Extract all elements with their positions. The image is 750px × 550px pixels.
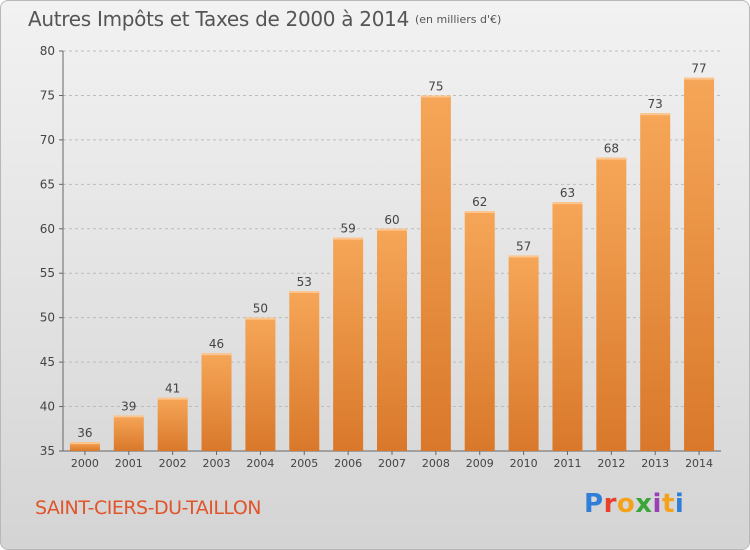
bar bbox=[201, 353, 232, 451]
bar-cap bbox=[640, 113, 671, 116]
logo-letter: x bbox=[635, 489, 653, 519]
logo-letter: t bbox=[661, 489, 675, 519]
x-tick-label: 2011 bbox=[553, 457, 581, 470]
y-tick-label: 70 bbox=[40, 133, 55, 147]
logo-letter: o bbox=[616, 489, 636, 519]
data-label: 53 bbox=[297, 275, 312, 289]
data-label: 46 bbox=[209, 337, 224, 351]
y-tick-label: 65 bbox=[40, 177, 55, 191]
bar bbox=[157, 397, 188, 451]
data-label: 62 bbox=[472, 195, 487, 209]
bar bbox=[552, 202, 583, 451]
data-label: 75 bbox=[428, 79, 443, 93]
y-tick-label: 50 bbox=[40, 311, 55, 325]
proxiti-logo: Proxiti bbox=[584, 489, 684, 519]
chart-title-block: Autres Impôts et Taxes de 2000 à 2014 (en… bbox=[28, 7, 501, 31]
logo-letter: r bbox=[603, 489, 617, 519]
bar bbox=[377, 228, 407, 451]
x-tick-label: 2001 bbox=[115, 457, 143, 470]
data-label: 73 bbox=[648, 97, 663, 111]
y-tick-label: 45 bbox=[40, 355, 55, 369]
bar-cap bbox=[596, 157, 627, 160]
bar-cap bbox=[464, 211, 495, 213]
x-tick-label: 2013 bbox=[641, 457, 669, 470]
y-tick-label: 35 bbox=[40, 444, 55, 458]
data-label: 57 bbox=[516, 239, 531, 253]
logo-letter: P bbox=[584, 489, 604, 519]
data-label: 36 bbox=[77, 426, 92, 440]
bar bbox=[69, 442, 100, 451]
data-label: 68 bbox=[604, 142, 619, 156]
data-label: 50 bbox=[253, 302, 268, 316]
bar-cap bbox=[113, 415, 144, 418]
y-tick-label: 75 bbox=[40, 88, 55, 102]
bar bbox=[333, 237, 364, 451]
x-tick-label: 2009 bbox=[466, 457, 494, 470]
bar bbox=[420, 95, 451, 451]
bar-cap bbox=[201, 353, 232, 356]
logo-letter: i bbox=[652, 489, 662, 519]
bar bbox=[640, 113, 671, 451]
chart-subtitle: (en milliers d'€) bbox=[415, 13, 502, 26]
bar-cap bbox=[289, 291, 320, 293]
x-tick-label: 2004 bbox=[246, 457, 274, 470]
data-label: 60 bbox=[384, 213, 399, 227]
bar-cap bbox=[157, 397, 188, 400]
bar-cap bbox=[245, 317, 276, 320]
x-tick-label: 2005 bbox=[290, 457, 318, 470]
x-tick-label: 2006 bbox=[334, 457, 362, 470]
x-tick-label: 2002 bbox=[159, 457, 187, 470]
chart-title: Autres Impôts et Taxes de 2000 à 2014 bbox=[28, 7, 409, 31]
y-tick-label: 55 bbox=[40, 266, 55, 280]
x-tick-label: 2000 bbox=[71, 457, 99, 470]
bar-cap bbox=[420, 95, 451, 98]
data-label: 41 bbox=[165, 382, 180, 396]
bar-cap bbox=[684, 77, 715, 80]
bar bbox=[464, 211, 495, 451]
bar-cap bbox=[69, 442, 100, 445]
y-tick-label: 60 bbox=[40, 222, 55, 236]
bar bbox=[245, 317, 276, 451]
y-tick-label: 40 bbox=[40, 400, 55, 414]
bar bbox=[113, 415, 144, 451]
bar-cap bbox=[552, 202, 583, 205]
x-tick-label: 2012 bbox=[597, 457, 625, 470]
bar bbox=[289, 291, 320, 451]
bar-cap bbox=[508, 255, 539, 258]
x-tick-label: 2008 bbox=[422, 457, 450, 470]
y-tick-label: 80 bbox=[40, 44, 55, 58]
bar-cap bbox=[377, 228, 407, 231]
logo-letter: i bbox=[674, 489, 685, 519]
bar bbox=[596, 157, 627, 451]
x-tick-label: 2003 bbox=[203, 457, 231, 470]
data-label: 59 bbox=[340, 222, 355, 236]
x-tick-label: 2010 bbox=[510, 457, 538, 470]
x-tick-label: 2014 bbox=[685, 457, 713, 470]
bar bbox=[684, 77, 715, 452]
bar bbox=[508, 255, 539, 451]
data-label: 77 bbox=[691, 62, 706, 76]
commune-name: SAINT-CIERS-DU-TAILLON bbox=[35, 497, 261, 519]
data-label: 63 bbox=[560, 186, 575, 200]
data-label: 39 bbox=[121, 399, 136, 413]
x-tick-label: 2007 bbox=[378, 457, 406, 470]
bar-cap bbox=[333, 237, 364, 240]
